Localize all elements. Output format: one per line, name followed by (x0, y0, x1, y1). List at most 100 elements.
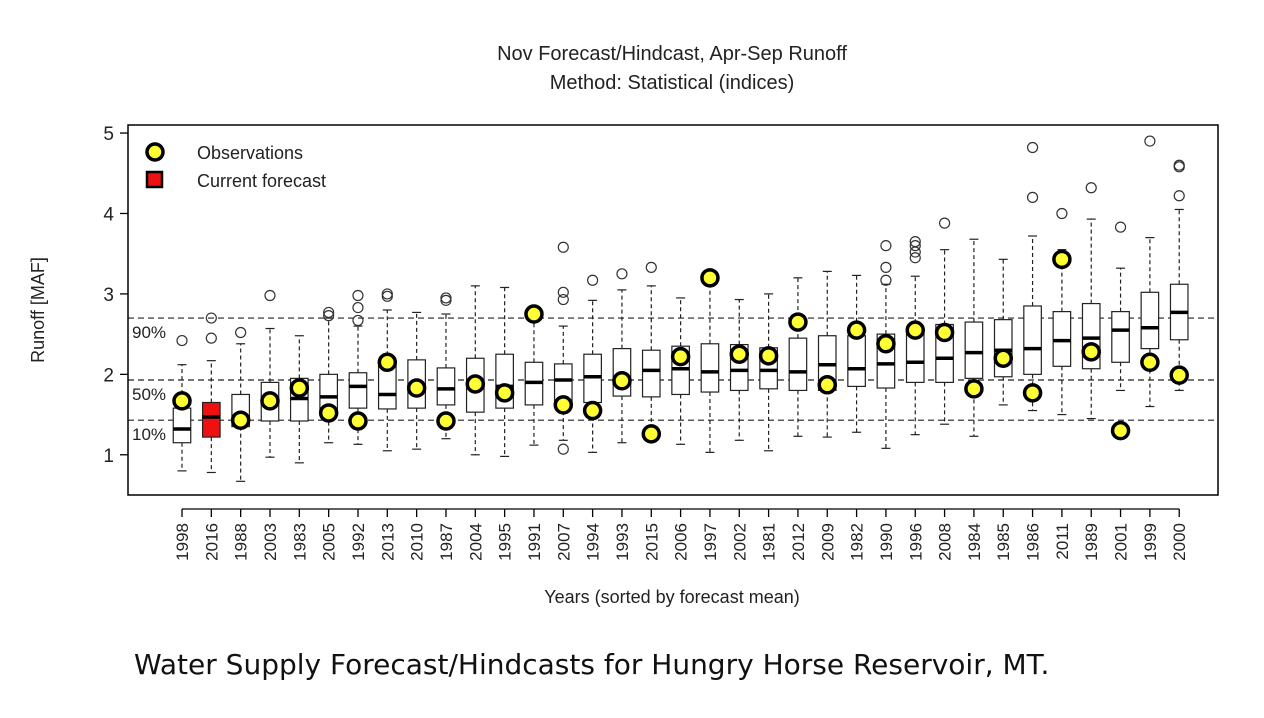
forecast-box (993, 319, 1013, 378)
forecast-box (847, 335, 866, 388)
observation-point (172, 391, 192, 411)
legend: Observations Current forecast (145, 142, 326, 191)
observation-point (1140, 352, 1160, 373)
y-axis-label: Runoff [MAF] (28, 257, 48, 363)
x-axis: 1998 2016 1988 2003 1983 2005 1992 2013 2010 1987… (173, 508, 1189, 561)
forecast-boxplot-chart: Nov Forecast/Hindcast, Apr-Sep Runoff Me… (28, 43, 1219, 607)
forecast-box (172, 407, 192, 444)
observation-point (406, 378, 427, 398)
x-tick-label: 2007 (554, 523, 573, 561)
forecast-box (788, 337, 808, 392)
outlier-point (909, 240, 921, 252)
x-tick-label: 1990 (877, 523, 896, 561)
forecast-box (964, 321, 984, 379)
x-tick-label: 1984 (965, 523, 984, 561)
outlier-point (381, 288, 393, 300)
observation-point (230, 410, 251, 430)
x-tick-label: 1982 (848, 523, 867, 561)
x-tick-label: 2009 (818, 523, 837, 561)
legend-current-forecast-label: Current forecast (197, 171, 326, 191)
observation-point (670, 346, 691, 367)
x-tick-label: 1992 (349, 523, 368, 561)
observation-point (905, 320, 925, 340)
outlier-point (205, 312, 217, 324)
forecast-box (641, 349, 661, 398)
observation-point (1169, 365, 1189, 385)
outlier-point (352, 301, 364, 314)
observation-point (993, 348, 1013, 369)
reference-lines: 90% 50% 10% (128, 317, 1218, 444)
chart-subtitle: Method: Statistical (indices) (550, 72, 795, 94)
slide-caption: Water Supply Forecast/Hindcasts for Hung… (134, 648, 1050, 681)
x-tick-label: 1991 (525, 523, 544, 561)
observation-point (494, 383, 515, 403)
x-tick-label: 1987 (437, 523, 456, 561)
x-tick-label: 1985 (994, 523, 1013, 561)
x-tick-label: 2016 (202, 523, 221, 561)
observation-point (729, 344, 750, 364)
y-tick-label: 5 (103, 124, 114, 145)
x-tick-label: 2005 (320, 523, 339, 561)
x-tick-label: 2010 (408, 523, 427, 561)
outlier-point (1056, 207, 1068, 220)
x-tick-label: 1995 (496, 523, 515, 561)
observation-point (846, 320, 867, 340)
observation-point (934, 322, 955, 343)
x-tick-label: 1988 (232, 523, 251, 561)
outlier-point (645, 261, 657, 273)
outlier-point (880, 261, 892, 273)
outlier-point (1114, 221, 1127, 233)
forecast-box (1023, 305, 1042, 375)
plot-frame (127, 124, 1219, 496)
x-tick-label: 1993 (613, 523, 632, 561)
forecast-box (700, 343, 720, 393)
reference-line-label: 50% (132, 385, 166, 404)
observation-point (524, 304, 544, 324)
outlier-point (264, 289, 276, 302)
observation-point (876, 334, 896, 354)
observation-point (318, 403, 339, 423)
observation-point (260, 391, 280, 411)
x-tick-label: 2015 (642, 523, 661, 561)
y-axis: 1 2 3 4 5 (103, 124, 128, 467)
outlier-point (557, 293, 569, 306)
legend-observations-label: Observations (197, 143, 303, 163)
outlier-point (1144, 135, 1156, 147)
x-tick-label: 2004 (466, 523, 485, 561)
observation-point (758, 346, 779, 366)
x-tick-label: 1986 (1024, 523, 1043, 561)
observation-point (1052, 249, 1072, 270)
outlier-point (1173, 190, 1185, 202)
outlier-point (1173, 159, 1185, 171)
x-axis-label: Years (sorted by forecast mean) (544, 587, 799, 607)
observation-point (465, 374, 486, 394)
x-tick-label: 1989 (1082, 523, 1101, 561)
forecast-box (436, 367, 456, 406)
observation-point (700, 268, 720, 288)
y-tick-label: 4 (103, 204, 114, 225)
outlier-point (880, 274, 892, 286)
observation-point (788, 312, 808, 332)
outlier-point (1085, 182, 1097, 194)
outlier-point (909, 236, 921, 248)
observation-point (289, 378, 310, 398)
outlier-point (557, 286, 569, 298)
observation-point (377, 352, 398, 373)
legend-current-forecast-marker (145, 170, 164, 189)
outlier-point (557, 241, 569, 253)
x-tick-label: 2012 (789, 523, 808, 561)
outlier-point (587, 274, 599, 286)
x-tick-label: 2003 (261, 523, 280, 561)
x-tick-label: 1994 (584, 523, 603, 561)
x-tick-label: 2002 (730, 523, 749, 561)
outlier-point (557, 443, 569, 455)
observation-point (1110, 420, 1131, 441)
outlier-point (323, 310, 335, 322)
forecast-box (1140, 291, 1160, 350)
outlier-point (1026, 191, 1039, 203)
y-tick-label: 2 (103, 365, 114, 386)
outlier-point (323, 306, 335, 319)
x-tick-label: 1983 (290, 523, 309, 561)
outlier-point (205, 332, 217, 344)
x-tick-label: 1997 (701, 523, 720, 561)
